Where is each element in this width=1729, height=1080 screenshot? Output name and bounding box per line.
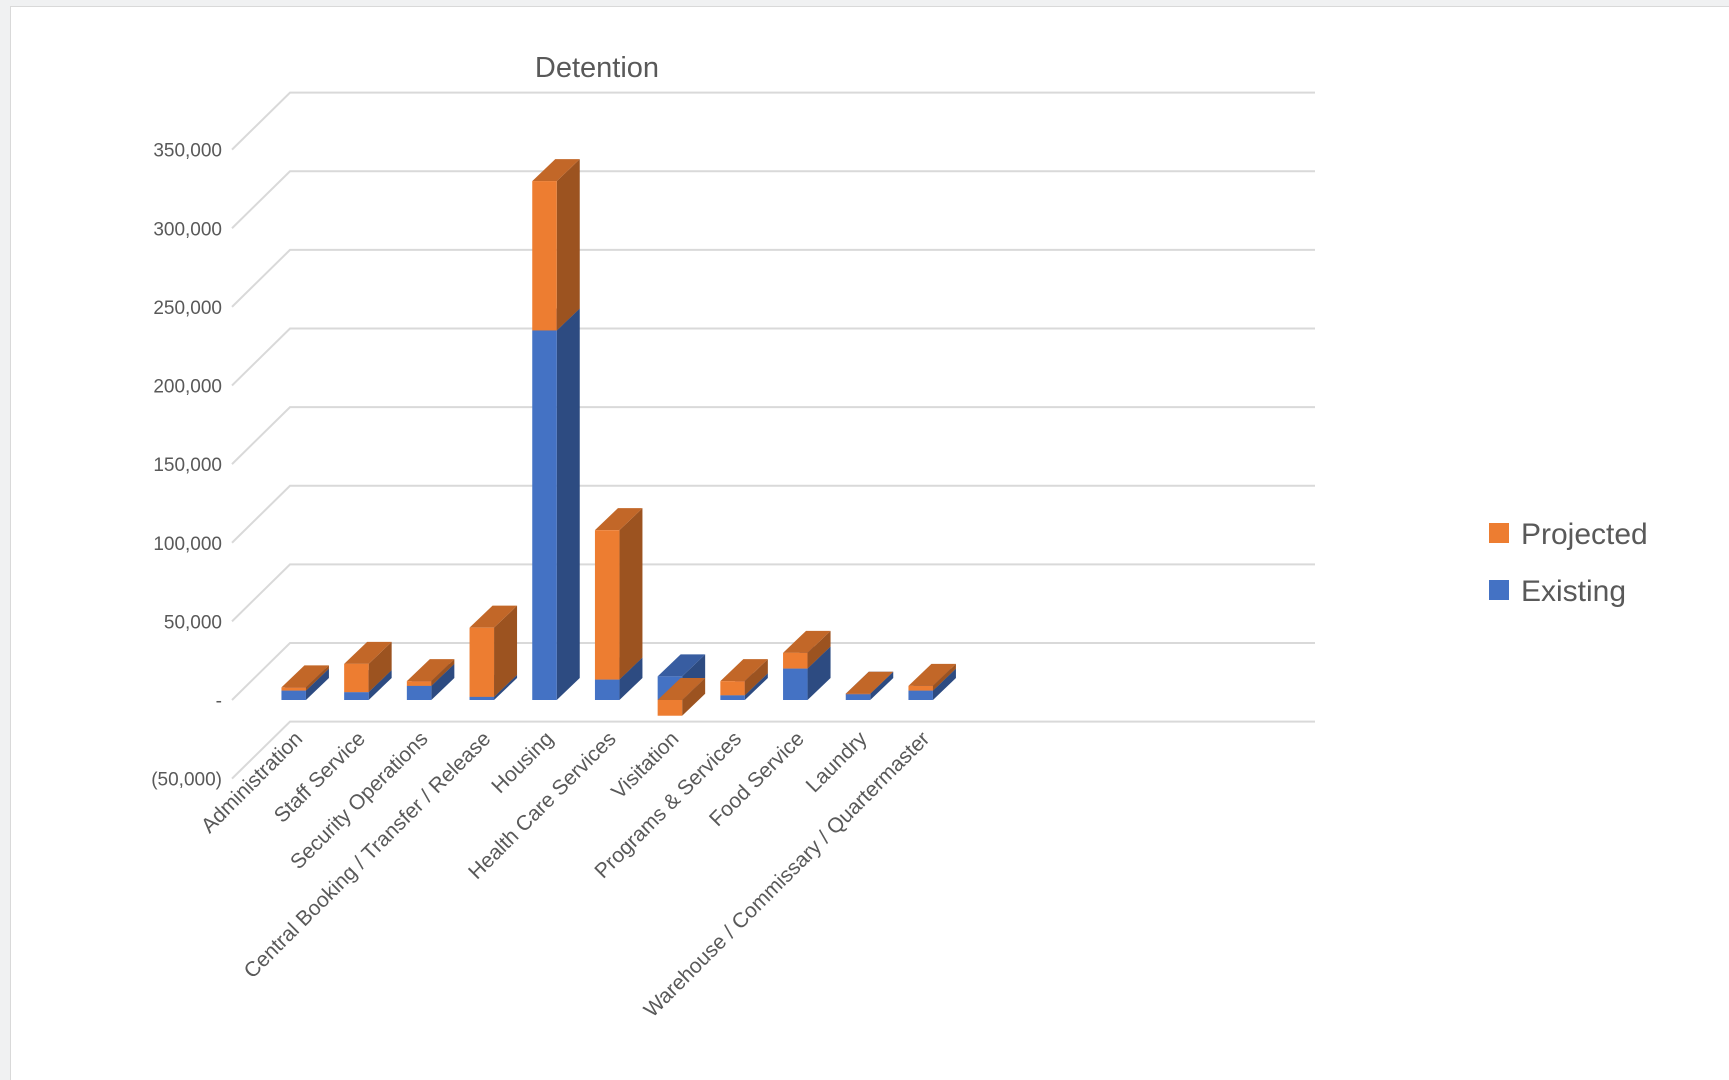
gridline (231, 484, 1315, 544)
gridline (231, 563, 1315, 623)
bar-projected (532, 159, 580, 331)
y-tick-label: 300,000 (153, 219, 222, 240)
legend-label-existing: Existing (1521, 575, 1626, 608)
bar-existing (532, 308, 580, 700)
y-tick-label: 200,000 (153, 377, 222, 398)
bar-projected (845, 671, 894, 695)
bar-projected (281, 665, 329, 691)
legend: Projected Existing (1489, 518, 1648, 608)
gridlines (231, 91, 1315, 780)
bar-projected (469, 605, 518, 697)
bar-projected (594, 508, 643, 680)
gridline (231, 642, 1315, 701)
gridline (231, 720, 1315, 780)
y-tick-label: - (216, 691, 222, 712)
bar-projected (720, 659, 768, 696)
y-axis-tick-labels: (50,000) - 50,000 100,000 150,000 200,000 250,… (151, 141, 222, 791)
legend-label-projected: Projected (1521, 518, 1648, 551)
gridline (231, 248, 1315, 308)
bar-projected (783, 630, 831, 669)
y-tick-label: 50,000 (164, 612, 222, 633)
y-tick-label: (50,000) (151, 770, 222, 791)
gridline (231, 406, 1315, 465)
gridline (231, 327, 1315, 387)
y-tick-label: 250,000 (153, 298, 222, 319)
gridline (231, 170, 1315, 229)
bar-projected (908, 663, 956, 691)
legend-swatch-projected (1489, 523, 1509, 543)
bar-projected (406, 659, 455, 686)
chart-frame: Detention (50,000) - 50,000 100,000 150,000 2… (10, 6, 1729, 1080)
bars (281, 159, 956, 716)
chart-title: Detention (535, 52, 659, 84)
y-tick-label: 350,000 (153, 141, 222, 162)
legend-swatch-existing (1489, 580, 1509, 600)
bar-projected (344, 641, 392, 693)
y-tick-label: 150,000 (153, 455, 222, 476)
y-tick-label: 100,000 (153, 534, 222, 555)
x-category-label: Warehouse / Commissary / Quartermaster (640, 727, 935, 1022)
gridline (231, 91, 1315, 151)
bar-projected (657, 678, 706, 716)
detention-chart: Detention (50,000) - 50,000 100,000 150,000 2… (151, 52, 1648, 1022)
